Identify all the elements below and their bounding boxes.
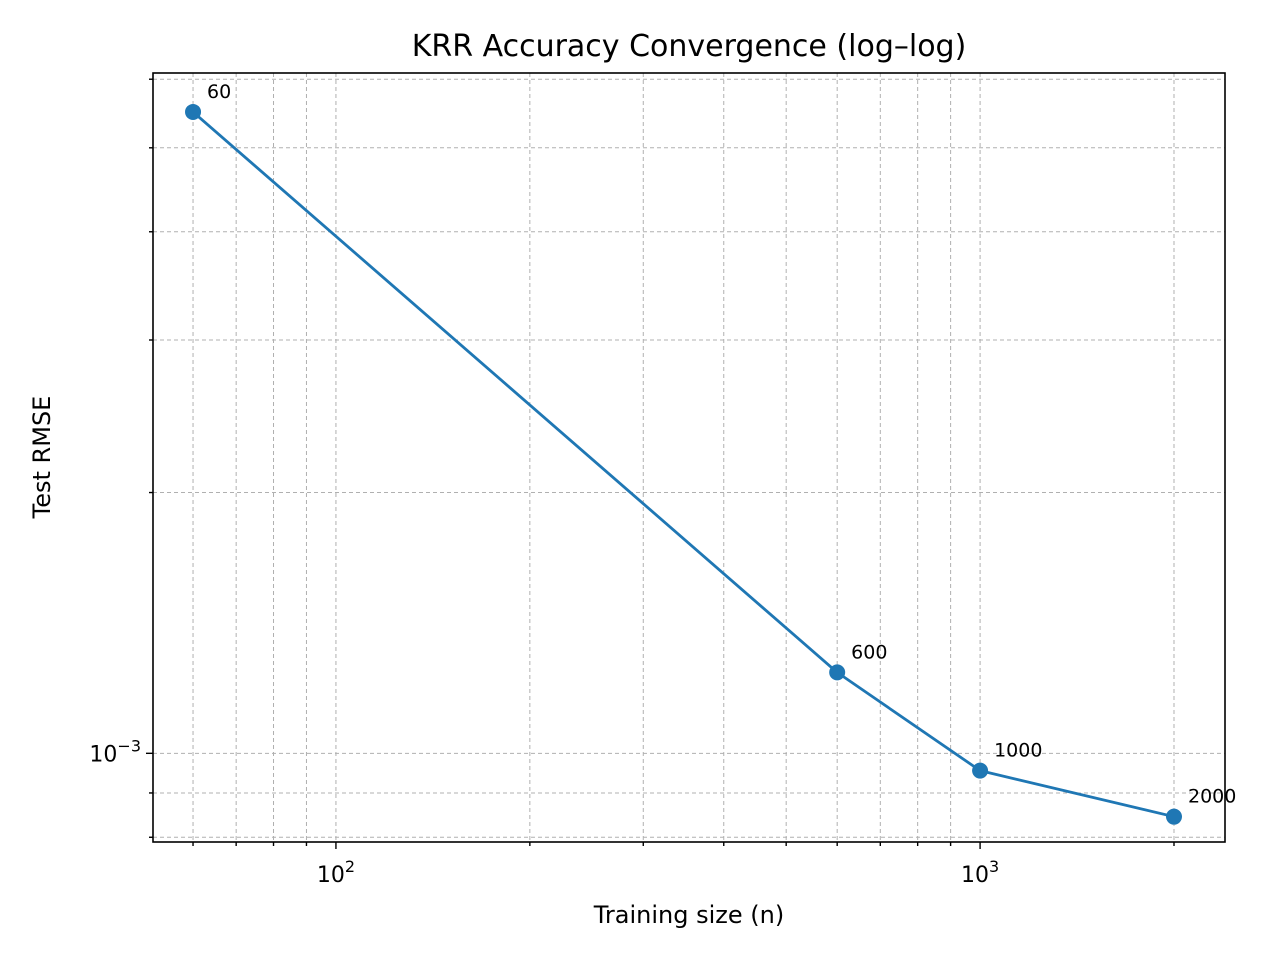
x-tick-label: 102 (317, 857, 355, 888)
y-tick-label: 10−3 (89, 736, 141, 767)
axis-ticks: 102 103 10−3 (89, 78, 1175, 888)
y-axis-label: Test RMSE (28, 396, 56, 520)
data-point (829, 664, 846, 681)
plot-frame (152, 72, 1226, 843)
data-point (1165, 808, 1182, 825)
series-line (192, 110, 1175, 819)
chart-title: KRR Accuracy Convergence (log–log) (412, 29, 967, 64)
x-axis-label: Training size (n) (593, 901, 784, 929)
data-point (185, 103, 202, 120)
data-point-label: 600 (851, 641, 887, 663)
data-point-label: 60 (207, 81, 231, 103)
data-point-label: 2000 (1188, 786, 1236, 808)
data-point (972, 762, 989, 779)
x-tick-label: 103 (961, 857, 999, 888)
data-point-label: 1000 (994, 740, 1042, 762)
